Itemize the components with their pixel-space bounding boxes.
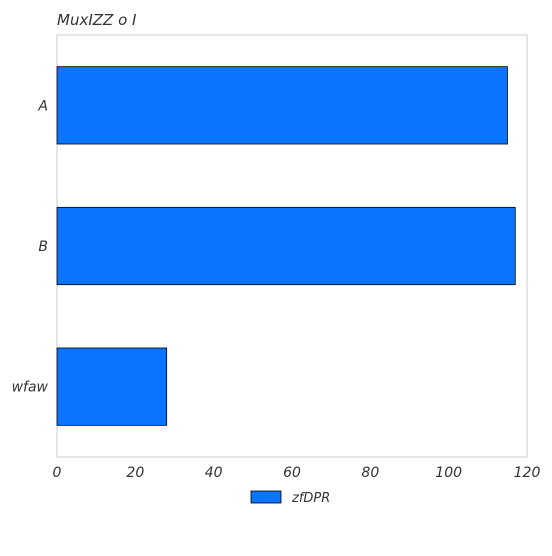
bar-B	[56, 206, 516, 286]
x-tick-label: 100	[435, 465, 462, 481]
y-tick-label: A	[37, 98, 48, 114]
legend: zfDPR	[250, 490, 330, 506]
legend-swatch	[250, 490, 282, 504]
x-tick-label: 20	[126, 465, 144, 481]
bars-layer	[56, 66, 516, 426]
chart-title: MuxIZZ o I	[57, 11, 137, 29]
x-tick-label: 0	[53, 465, 62, 481]
bar-A	[56, 66, 508, 145]
y-tick-label: wfaw	[12, 380, 49, 396]
x-axis-tick-labels: 0 20 40 60 80 100 120	[53, 465, 541, 481]
legend-label: zfDPR	[291, 491, 330, 506]
y-tick-label: B	[38, 239, 48, 255]
x-tick-label: 80	[361, 465, 379, 481]
bar-wfaw	[56, 347, 168, 426]
x-tick-label: 40	[205, 465, 223, 481]
x-tick-label: 120	[514, 465, 541, 481]
x-tick-label: 60	[283, 465, 301, 481]
